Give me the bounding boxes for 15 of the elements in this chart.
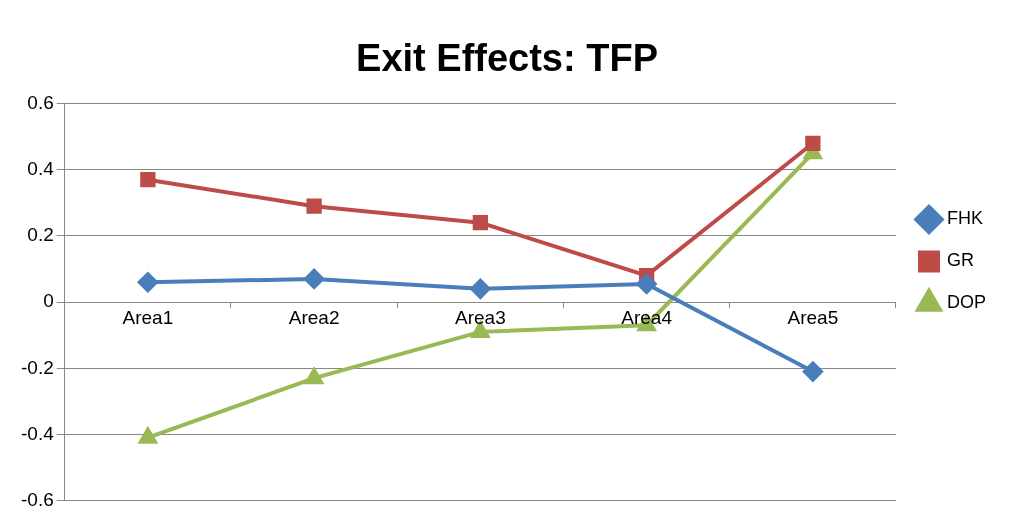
legend-label: DOP [946,292,987,313]
x-tick-label: Area3 [455,306,506,328]
x-tick-label: Area2 [288,306,340,328]
x-tick-label: Area1 [122,306,174,328]
chart-title: Exit Effects: TFP [356,37,658,80]
y-tick-label: -0.2 [20,356,54,378]
y-tick-label: 0.6 [27,91,54,113]
y-tick-label: 0.4 [27,158,55,179]
y-tick-label: 0.2 [27,224,54,246]
legend-label: GR [946,250,974,271]
x-tick-label: Area5 [787,306,839,328]
legend-label: FHK [946,208,983,229]
y-tick-label: -0.6 [20,488,54,510]
y-tick-label: 0 [43,290,54,312]
y-tick-label: -0.4 [20,422,55,444]
